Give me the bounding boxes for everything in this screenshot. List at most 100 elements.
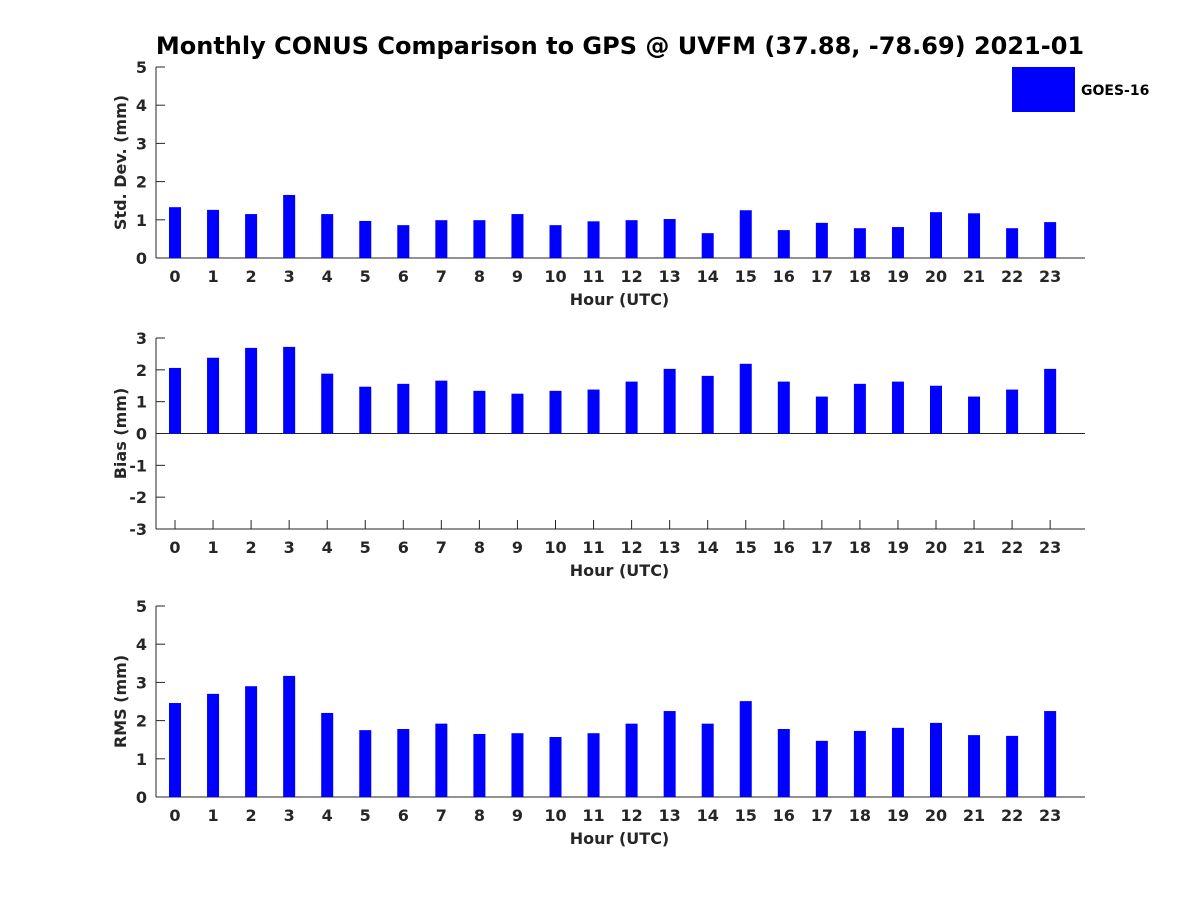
bar-hour-1 [207, 209, 220, 258]
x-tick-label: 9 [512, 267, 523, 286]
x-tick-label: 10 [544, 538, 566, 557]
x-axis-label: Hour (UTC) [570, 561, 670, 580]
y-tick-label: 5 [136, 58, 147, 77]
bar-hour-19 [891, 227, 904, 258]
bar-hour-17 [815, 740, 828, 797]
x-tick-label: 19 [887, 267, 909, 286]
x-tick-label: 8 [474, 538, 485, 557]
x-tick-label: 22 [1001, 538, 1023, 557]
bar-hour-23 [1044, 222, 1057, 258]
x-tick-label: 1 [207, 806, 218, 825]
bar-hour-5 [359, 730, 372, 797]
bar-hour-10 [549, 390, 562, 434]
bar-hour-15 [739, 701, 752, 797]
x-tick-label: 10 [544, 806, 566, 825]
x-tick-label: 7 [436, 267, 447, 286]
y-tick-label: 4 [136, 96, 147, 115]
x-tick-label: 11 [582, 806, 604, 825]
x-tick-label: 14 [697, 806, 719, 825]
bar-hour-11 [587, 733, 600, 797]
bar-hour-20 [930, 722, 942, 797]
x-tick-label: 7 [436, 538, 447, 557]
bar-hour-22 [1006, 389, 1019, 434]
x-tick-label: 14 [697, 267, 719, 286]
x-tick-label: 7 [436, 806, 447, 825]
bar-hour-16 [777, 729, 790, 797]
x-axis-label: Hour (UTC) [570, 290, 670, 309]
y-tick-label: 2 [136, 173, 147, 192]
x-tick-label: 17 [811, 267, 833, 286]
x-tick-label: 20 [925, 538, 947, 557]
bar-hour-8 [473, 220, 486, 258]
y-axis-label: RMS (mm) [111, 655, 130, 748]
bar-hour-10 [549, 737, 562, 797]
x-tick-label: 6 [398, 806, 409, 825]
x-tick-label: 13 [659, 267, 681, 286]
x-tick-label: 21 [963, 806, 985, 825]
bar-hour-8 [473, 733, 486, 797]
bar-hour-14 [701, 723, 714, 797]
x-tick-label: 23 [1039, 538, 1061, 557]
x-tick-label: 5 [360, 538, 371, 557]
bar-hour-2 [245, 214, 258, 258]
x-tick-label: 14 [697, 538, 719, 557]
y-axis-label: Std. Dev. (mm) [111, 95, 130, 230]
y-tick-label: 4 [136, 635, 147, 654]
bar-hour-2 [245, 686, 258, 797]
x-tick-label: 1 [207, 538, 218, 557]
bar-hour-4 [321, 712, 334, 797]
bar-hour-21 [968, 213, 981, 258]
x-tick-label: 3 [284, 538, 295, 557]
bar-hour-13 [663, 219, 676, 258]
bar-hour-15 [739, 363, 752, 434]
bar-hour-4 [321, 214, 334, 258]
y-tick-label: 3 [136, 673, 147, 692]
x-tick-label: 15 [735, 538, 757, 557]
y-tick-label: 1 [136, 393, 147, 412]
bar-hour-14 [701, 233, 714, 258]
x-tick-label: 20 [925, 267, 947, 286]
bar-hour-0 [169, 207, 181, 258]
x-tick-label: 8 [474, 267, 485, 286]
x-tick-label: 21 [963, 267, 985, 286]
legend-swatch-goes16 [1012, 67, 1075, 112]
bar-hour-3 [283, 194, 296, 258]
x-tick-label: 23 [1039, 806, 1061, 825]
x-tick-label: 9 [512, 806, 523, 825]
bar-hour-17 [815, 396, 828, 434]
bar-hour-20 [930, 385, 942, 434]
bar-hour-6 [397, 225, 410, 258]
bar-hour-11 [587, 389, 600, 434]
bar-hour-13 [663, 711, 676, 797]
x-tick-label: 2 [246, 267, 257, 286]
x-tick-label: 12 [620, 267, 642, 286]
y-tick-label: 0 [136, 425, 147, 444]
x-tick-label: 4 [322, 267, 333, 286]
y-tick-label: -1 [129, 456, 147, 475]
bar-hour-0 [169, 367, 181, 434]
x-tick-label: 0 [169, 538, 180, 557]
x-tick-label: 18 [849, 538, 871, 557]
bar-hour-18 [853, 228, 866, 258]
x-tick-label: 17 [811, 538, 833, 557]
legend: GOES-16 [1012, 67, 1149, 112]
bar-hour-5 [359, 386, 372, 434]
bar-hour-22 [1006, 735, 1019, 797]
x-tick-label: 13 [659, 538, 681, 557]
bar-hour-4 [321, 373, 334, 434]
x-tick-label: 6 [398, 267, 409, 286]
bar-hour-8 [473, 390, 486, 434]
x-tick-label: 16 [773, 538, 795, 557]
y-tick-label: -2 [129, 488, 147, 507]
x-tick-label: 11 [582, 267, 604, 286]
x-tick-label: 3 [284, 806, 295, 825]
x-tick-label: 8 [474, 806, 485, 825]
x-tick-label: 0 [169, 267, 180, 286]
x-axis-label: Hour (UTC) [570, 829, 670, 848]
bar-hour-10 [549, 225, 562, 258]
x-tick-label: 18 [849, 267, 871, 286]
bar-hour-12 [625, 220, 638, 258]
